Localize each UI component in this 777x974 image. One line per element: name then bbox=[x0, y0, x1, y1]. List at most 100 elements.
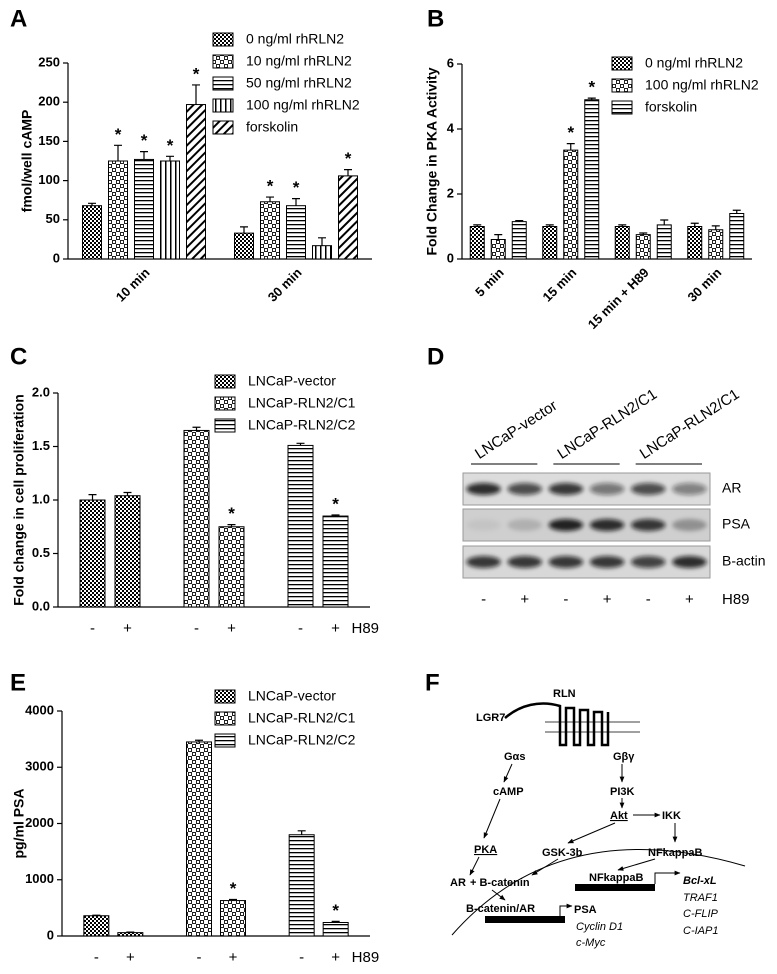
receptor bbox=[504, 702, 640, 747]
band bbox=[466, 556, 501, 568]
error-bar bbox=[114, 144, 122, 161]
legend-swatch bbox=[214, 733, 236, 748]
error-bar bbox=[732, 209, 741, 214]
x-tick-label: - bbox=[194, 620, 199, 637]
blot-strip bbox=[462, 508, 711, 542]
x-tick-label: 5 min bbox=[472, 265, 507, 300]
diagram-node: IKK bbox=[662, 810, 681, 822]
panel-label: B bbox=[427, 5, 444, 32]
legend-label: LNCaP-RLN2/C2 bbox=[248, 417, 356, 433]
error-bar bbox=[297, 830, 306, 835]
diagram-node: RLN bbox=[553, 688, 576, 700]
y-tick-label: 50 bbox=[46, 211, 60, 226]
diagram-node: NFkappaB bbox=[648, 847, 702, 859]
error-bar bbox=[227, 524, 236, 527]
legend-swatch bbox=[212, 32, 234, 47]
x-tick-label: - bbox=[90, 620, 95, 637]
band bbox=[630, 483, 666, 495]
bar bbox=[322, 922, 349, 937]
bar bbox=[322, 515, 349, 608]
y-tick-label: 3000 bbox=[25, 759, 54, 774]
error-bar bbox=[166, 155, 174, 161]
y-axis-label: Fold change in cell proliferation bbox=[11, 394, 27, 606]
diagram-node: LGR7 bbox=[476, 712, 505, 724]
legend-label: forskolin bbox=[246, 119, 298, 135]
x-tick-label: + bbox=[331, 949, 340, 966]
legend-swatch bbox=[214, 396, 236, 411]
band bbox=[548, 483, 584, 495]
treatment-name: H89 bbox=[722, 591, 750, 608]
x-axis-label: H89 bbox=[352, 620, 380, 637]
legend-swatch bbox=[212, 120, 234, 135]
panel-label: F bbox=[425, 669, 440, 696]
diagram-node: PI3K bbox=[610, 786, 635, 798]
legend-label: LNCaP-RLN2/C1 bbox=[248, 395, 356, 411]
lane-label: LNCaP-vector bbox=[472, 397, 560, 463]
diagram-node: NFkappaB bbox=[589, 872, 643, 884]
legend-label: 50 ng/ml rhRLN2 bbox=[246, 75, 352, 91]
panel-label: A bbox=[10, 5, 27, 32]
diagram-node: PSA bbox=[574, 904, 597, 916]
error-bar bbox=[229, 898, 237, 901]
y-tick-label: 0 bbox=[53, 250, 60, 265]
band bbox=[589, 519, 625, 531]
significance-mark: * bbox=[267, 177, 274, 196]
x-tick-label: - bbox=[197, 949, 202, 966]
error-bar bbox=[192, 84, 200, 105]
error-bar bbox=[566, 143, 575, 151]
bar bbox=[108, 160, 128, 260]
significance-mark: * bbox=[567, 123, 574, 142]
y-axis-label: Fold Change in PKA Activity bbox=[424, 67, 440, 255]
y-tick-label: 0.0 bbox=[32, 598, 50, 613]
bar bbox=[183, 429, 210, 608]
bar bbox=[656, 224, 672, 260]
bar bbox=[220, 900, 246, 937]
significance-mark: * bbox=[167, 136, 174, 155]
significance-mark: * bbox=[332, 901, 339, 920]
band bbox=[672, 519, 707, 531]
bar bbox=[687, 226, 703, 260]
error-bar bbox=[292, 198, 300, 206]
significance-mark: * bbox=[230, 879, 237, 898]
y-tick-label: 6 bbox=[447, 55, 454, 70]
error-bar bbox=[711, 225, 720, 230]
band bbox=[507, 556, 543, 568]
treatment-label: + bbox=[603, 591, 612, 608]
bar bbox=[614, 226, 630, 260]
treatment-label: + bbox=[520, 591, 529, 608]
treatment-label: - bbox=[481, 591, 486, 608]
legend-swatch bbox=[611, 56, 633, 71]
error-bar bbox=[587, 97, 596, 100]
y-tick-label: 0 bbox=[447, 250, 454, 265]
legend-swatch bbox=[214, 711, 236, 726]
legend-swatch bbox=[212, 98, 234, 113]
legend-label: 100 ng/ml rhRLN2 bbox=[246, 97, 360, 113]
row-label: AR bbox=[722, 480, 741, 496]
y-tick-label: 1.0 bbox=[32, 491, 50, 506]
error-bar bbox=[545, 224, 554, 227]
error-bar bbox=[88, 494, 97, 500]
significance-mark: * bbox=[115, 125, 122, 144]
bar bbox=[79, 499, 106, 608]
arrows bbox=[469, 763, 681, 916]
band bbox=[630, 519, 666, 531]
y-tick-label: 200 bbox=[38, 94, 60, 109]
y-tick-label: 150 bbox=[38, 133, 60, 148]
error-bar bbox=[92, 914, 101, 916]
y-tick-label: 0 bbox=[47, 927, 54, 942]
bar bbox=[114, 495, 141, 608]
legend-swatch bbox=[611, 78, 633, 93]
band bbox=[548, 519, 584, 531]
legend-label: 0 ng/ml rhRLN2 bbox=[246, 31, 344, 47]
error-bar bbox=[266, 196, 274, 202]
dna bbox=[485, 916, 565, 923]
y-tick-label: 4 bbox=[447, 120, 455, 135]
legend-swatch bbox=[212, 76, 234, 91]
significance-mark: * bbox=[345, 149, 352, 168]
legend-label: LNCaP-vector bbox=[248, 373, 336, 389]
bar bbox=[563, 149, 579, 260]
y-tick-label: 1.5 bbox=[32, 438, 50, 453]
diagram-node: PKA bbox=[474, 844, 497, 856]
legend-label: LNCaP-RLN2/C2 bbox=[248, 732, 356, 748]
